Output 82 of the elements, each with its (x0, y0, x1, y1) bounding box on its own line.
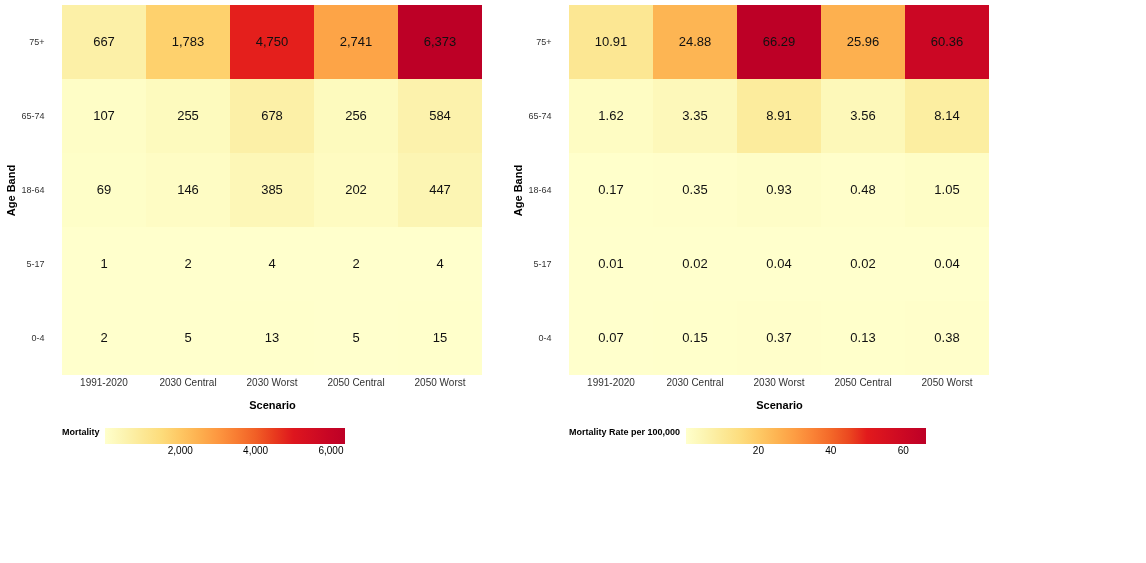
x-tick-label: 2050 Central (834, 376, 892, 388)
data-label: 678 (261, 108, 283, 123)
data-label: 0.01 (598, 256, 624, 271)
color-bar-label: 2,000 (167, 445, 194, 456)
y-tick-label: 5-17 (26, 259, 45, 269)
y-tick-label: 0-4 (538, 333, 552, 343)
y-axis-title: Age Band (512, 164, 525, 217)
data-label: 256 (345, 108, 367, 123)
y-tick-label: 0-4 (31, 333, 45, 343)
color-bar-label: 60 (897, 445, 910, 456)
data-label: 2,741 (339, 34, 373, 49)
data-label: 2 (184, 256, 192, 271)
data-label: 107 (93, 108, 115, 123)
data-label: 8.14 (934, 108, 960, 123)
data-label: 1 (100, 256, 108, 271)
data-label: 1.62 (598, 108, 624, 123)
data-label: 0.93 (766, 182, 792, 197)
data-label: 10.91 (594, 34, 628, 49)
x-tick-label: 1991-2020 (587, 376, 636, 388)
x-tick-label: 1991-2020 (80, 376, 129, 388)
data-label: 25.96 (846, 34, 880, 49)
y-tick-label: 5-17 (533, 259, 552, 269)
y-tick-label: 18-64 (21, 185, 45, 195)
color-bar-title: Mortality (62, 427, 100, 437)
x-tick-label: 2030 Central (159, 376, 217, 388)
data-label: 1.05 (934, 182, 960, 197)
data-label: 385 (261, 182, 283, 197)
data-label: 146 (177, 182, 199, 197)
data-label: 0.48 (850, 182, 876, 197)
data-label: 667 (93, 34, 115, 49)
data-label: 2 (352, 256, 360, 271)
x-tick-label: 2050 Worst (414, 376, 466, 388)
data-label: 202 (345, 182, 367, 197)
data-label: 6,373 (423, 34, 457, 49)
color-bar-label: 4,000 (243, 445, 269, 456)
data-label: 5 (352, 330, 360, 345)
data-label: 0.13 (850, 330, 876, 345)
data-label: 0.37 (766, 330, 792, 345)
data-label: 5 (184, 330, 192, 345)
data-label: 3.56 (850, 108, 876, 123)
y-tick-label: 75+ (536, 37, 552, 47)
x-tick-label: 2030 Worst (246, 376, 298, 388)
x-axis-title: Scenario (249, 398, 297, 411)
y-tick-label: 65-74 (21, 111, 45, 121)
data-label: 584 (429, 108, 451, 123)
x-tick-label: 2030 Central (666, 376, 724, 388)
data-label: 0.04 (766, 256, 792, 271)
color-bar-title: Mortality Rate per 100,000 (569, 427, 681, 437)
y-tick-label: 65-74 (528, 111, 552, 121)
data-label: 15 (432, 330, 448, 345)
x-tick-label: 2050 Central (327, 376, 385, 388)
color-bar-label: 6,000 (318, 445, 344, 456)
data-label: 24.88 (678, 34, 712, 49)
data-label: 0.17 (598, 182, 624, 197)
data-label: 4 (268, 256, 276, 271)
y-axis-title: Age Band (5, 164, 18, 217)
data-label: 13 (264, 330, 280, 345)
data-label: 66.29 (762, 34, 796, 49)
x-tick-label: 2050 Worst (921, 376, 973, 388)
data-label: 0.07 (598, 330, 624, 345)
color-bar-label: 40 (825, 445, 837, 456)
data-label: 1,783 (171, 34, 205, 49)
x-tick-label: 2030 Worst (753, 376, 805, 388)
data-label: 0.02 (682, 256, 708, 271)
data-label: 447 (429, 182, 451, 197)
x-axis-title: Scenario (756, 398, 804, 411)
data-label: 255 (177, 108, 199, 123)
data-label: 60.36 (930, 34, 964, 49)
color-bar-label: 20 (752, 445, 765, 456)
data-label: 0.15 (682, 330, 708, 345)
data-label: 2 (100, 330, 108, 345)
data-label: 4 (436, 256, 444, 271)
data-label: 0.02 (850, 256, 876, 271)
y-tick-label: 18-64 (528, 185, 552, 195)
data-label: 3.35 (682, 108, 708, 123)
data-label: 8.91 (766, 108, 792, 123)
data-label: 0.04 (934, 256, 960, 271)
data-label: 69 (96, 182, 112, 197)
data-label: 0.38 (934, 330, 960, 345)
data-label: 0.35 (682, 182, 708, 197)
y-tick-label: 75+ (29, 37, 45, 47)
data-label: 4,750 (255, 34, 289, 49)
